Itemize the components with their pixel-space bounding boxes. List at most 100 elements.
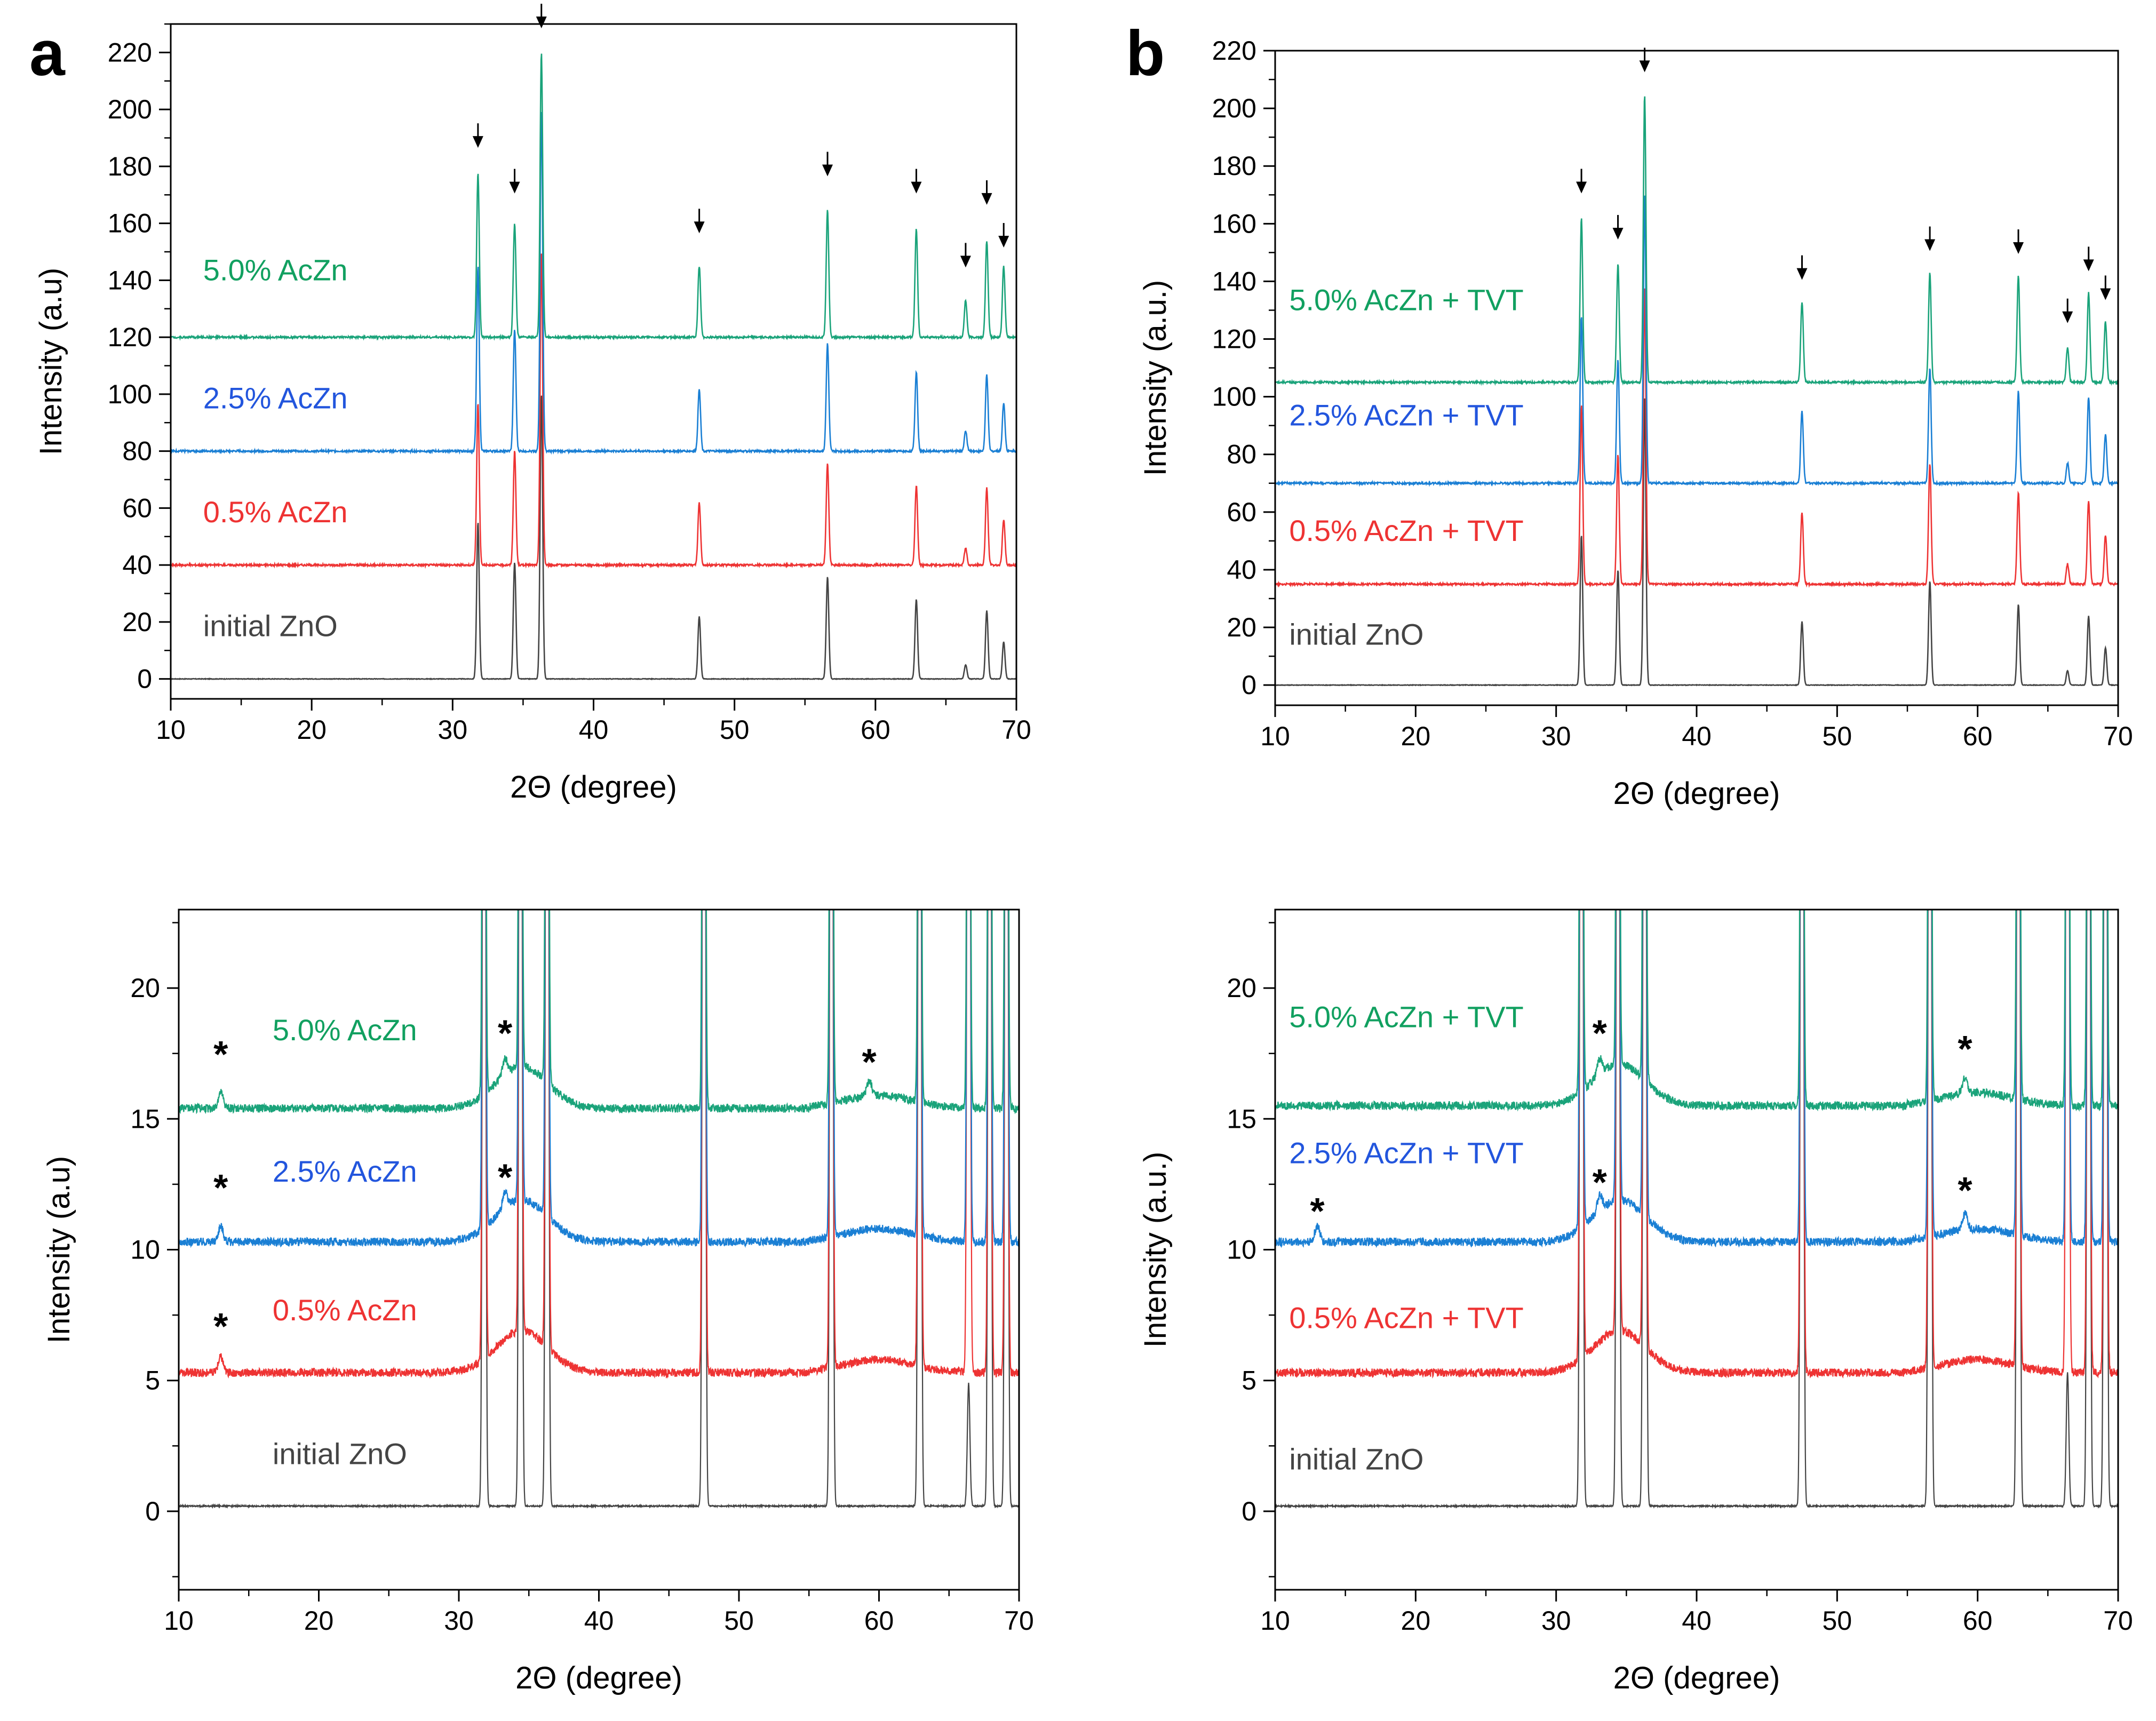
series-line-3	[179, 910, 1019, 1248]
series-line-4	[1275, 96, 2118, 386]
peak-arrow-icon	[2013, 229, 2024, 254]
y-axis-label: Intensity (a.u.)	[1138, 1152, 1173, 1348]
plot-frame	[178, 909, 1020, 1591]
x-tick-label: 30	[1541, 721, 1571, 751]
x-tick-label: 30	[1541, 1606, 1571, 1636]
series-line-4	[1275, 910, 2118, 1112]
series-label-2: 0.5% AcZn	[273, 1293, 417, 1327]
y-tick-label: 120	[108, 322, 152, 352]
xrd-chart-b-top: 10 20 30 40 50 60 70 0 20 40 60 80 100 120 140 160 180 20…	[1138, 36, 2133, 811]
impurity-marker: *	[498, 1156, 513, 1198]
plot-frame	[170, 23, 1017, 700]
x-tick-label: 30	[438, 715, 468, 745]
xrd-chart-a-bottom: 10 20 30 40 50 60 70 0 5 10 15 20 2Θ (degree) Intensi…	[42, 909, 1034, 1695]
series-line-4	[179, 910, 1019, 1114]
y-tick-label: 100	[1212, 382, 1256, 412]
y-tick-label: 80	[122, 436, 152, 466]
series-label-4: 5.0% AcZn + TVT	[1289, 1000, 1523, 1034]
y-tick-label: 40	[1227, 555, 1256, 585]
series-line-2	[179, 910, 1019, 1379]
series-label-4: 5.0% AcZn	[273, 1013, 417, 1047]
series-label-3: 2.5% AcZn + TVT	[1289, 1136, 1523, 1170]
y-tick-label: 10	[130, 1235, 160, 1265]
series-line-1	[1275, 398, 2118, 687]
series-line-1	[1275, 910, 2118, 1509]
y-axis-label: Intensity (a.u)	[42, 1156, 76, 1343]
peak-arrow-icon	[2083, 246, 2094, 272]
series-line-3	[1275, 910, 2118, 1248]
peak-arrow-icon	[536, 4, 547, 28]
y-tick-label: 120	[1212, 324, 1256, 354]
y-tick-label: 200	[1212, 93, 1256, 123]
x-tick-label: 10	[1260, 721, 1290, 751]
peak-arrow-icon	[472, 123, 483, 148]
x-tick-label: 70	[1004, 1606, 1034, 1636]
y-tick-label: 0	[1242, 670, 1256, 700]
peak-arrow-icon	[981, 180, 992, 205]
impurity-marker: *	[1310, 1190, 1325, 1232]
impurity-marker: *	[213, 1167, 228, 1208]
series-label-1: initial ZnO	[203, 609, 338, 643]
panel-letter-a: a	[29, 18, 65, 89]
peak-arrow-icon	[1576, 169, 1587, 194]
y-tick-label: 140	[1212, 266, 1256, 296]
x-tick-label: 10	[164, 1606, 194, 1636]
panel-letter-b: b	[1126, 18, 1165, 89]
peak-arrow-icon	[694, 209, 705, 234]
series-group	[1275, 96, 2118, 687]
x-tick-label: 20	[304, 1606, 334, 1636]
y-tick-label: 160	[108, 209, 152, 238]
series-label-4: 5.0% AcZn	[203, 253, 348, 286]
series-label-2: 0.5% AcZn + TVT	[1289, 1301, 1523, 1335]
peak-arrow-icon	[1612, 214, 1624, 240]
y-tick-label: 40	[122, 550, 152, 580]
y-tick-label: 5	[1242, 1366, 1256, 1396]
series-line-4	[171, 53, 1016, 341]
series-label-1: initial ZnO	[1289, 617, 1423, 651]
y-tick-label: 80	[1227, 440, 1256, 469]
x-tick-label: 30	[444, 1606, 474, 1636]
peak-arrow-icon	[822, 152, 833, 177]
y-tick-label: 0	[145, 1496, 160, 1526]
peak-arrow-icon	[998, 222, 1009, 248]
y-tick-label: 20	[122, 607, 152, 637]
y-tick-label: 0	[1242, 1496, 1256, 1526]
series-label-3: 2.5% AcZn	[203, 381, 348, 415]
peak-arrow-icon	[2100, 275, 2111, 300]
series-line-3	[171, 111, 1016, 455]
series-line-2	[1275, 910, 2118, 1379]
xrd-chart-a-top: 10 20 30 40 50 60 70 0 20 40 60 80 100 120 140 160 180 20…	[34, 4, 1031, 804]
peak-arrow-icon	[960, 243, 971, 268]
y-tick-label: 10	[1227, 1235, 1256, 1265]
y-tick-label: 60	[1227, 497, 1256, 527]
y-tick-label: 220	[108, 37, 152, 67]
x-tick-label: 10	[156, 715, 186, 745]
series-label-3: 2.5% AcZn	[273, 1154, 417, 1188]
x-tick-label: 60	[1963, 721, 1993, 751]
impurity-marker: *	[213, 1033, 228, 1075]
y-tick-label: 100	[108, 379, 152, 409]
impurity-marker: *	[213, 1305, 228, 1347]
series-label-1: initial ZnO	[1289, 1442, 1423, 1476]
series-line-3	[1275, 195, 2118, 487]
y-tick-label: 160	[1212, 209, 1256, 238]
x-axis-label: 2Θ (degree)	[510, 770, 677, 804]
x-tick-label: 60	[864, 1606, 894, 1636]
xrd-chart-b-bottom: 10 20 30 40 50 60 70 0 5 10 15 20 2Θ (degree) Intensi…	[1138, 909, 2133, 1695]
x-tick-label: 70	[1001, 715, 1031, 745]
y-axis-label: Intensity (a.u)	[34, 268, 68, 455]
x-axis-label: 2Θ (degree)	[1613, 776, 1780, 811]
x-tick-label: 50	[720, 715, 750, 745]
series-line-1	[171, 395, 1016, 681]
x-tick-label: 40	[1682, 721, 1712, 751]
impurity-marker: *	[1958, 1169, 1972, 1211]
x-tick-label: 20	[1401, 1606, 1431, 1636]
impurity-marker: *	[862, 1041, 877, 1083]
peak-arrow-icon	[911, 169, 922, 194]
peak-arrow-icon	[1639, 47, 1650, 73]
series-group	[171, 53, 1016, 681]
x-axis-label: 2Θ (degree)	[1613, 1661, 1780, 1695]
x-tick-label: 40	[584, 1606, 614, 1636]
x-tick-label: 20	[1401, 721, 1431, 751]
series-group	[1275, 910, 2118, 1509]
